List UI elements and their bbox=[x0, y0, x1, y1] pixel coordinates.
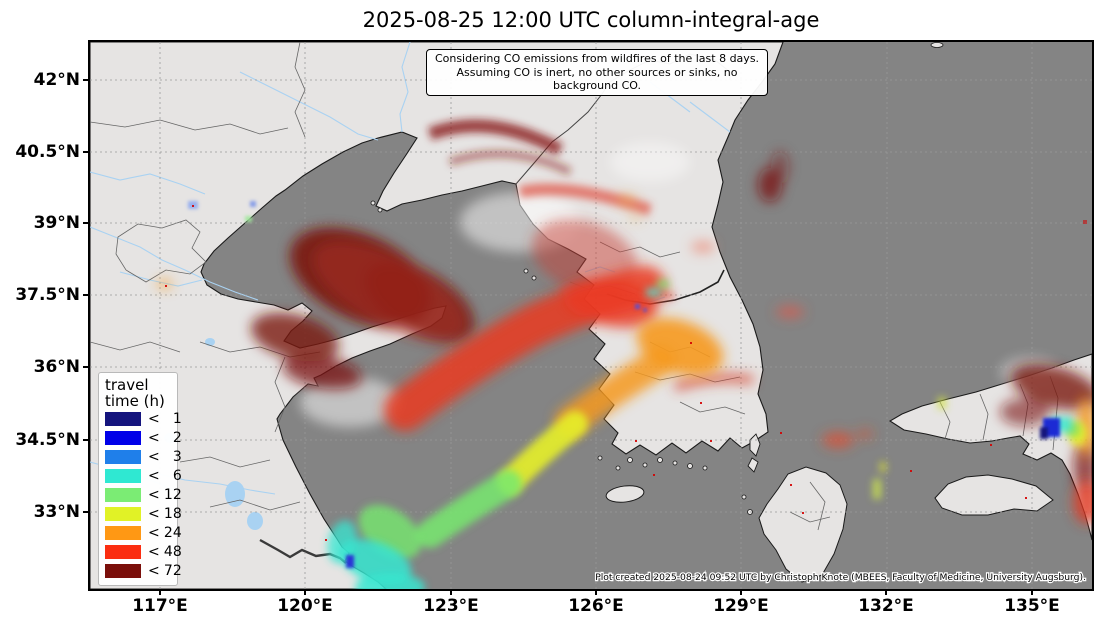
legend-value: 1 bbox=[172, 410, 182, 427]
y-tick-mark bbox=[83, 366, 89, 368]
map-plot: Plot created 2025-08-24 09:52 UTC by Chr… bbox=[88, 40, 1094, 591]
legend-value: 12 bbox=[163, 486, 182, 503]
legend-lt-symbol: < bbox=[148, 448, 160, 465]
legend-swatch bbox=[105, 544, 141, 559]
y-tick-label: 33°N bbox=[33, 502, 80, 522]
legend-label: <3 bbox=[148, 449, 182, 465]
smoke-blue-sources bbox=[188, 201, 1060, 568]
y-tick-mark bbox=[83, 222, 89, 224]
legend-label: <24 bbox=[148, 525, 182, 541]
legend-entry: <12 bbox=[105, 485, 182, 504]
legend-entry: <72 bbox=[105, 561, 182, 580]
legend-lt-symbol: < bbox=[148, 467, 160, 484]
small-islands bbox=[370, 42, 944, 515]
legend-swatch bbox=[105, 468, 141, 483]
legend-value: 2 bbox=[172, 429, 182, 446]
y-tick-mark bbox=[83, 511, 89, 513]
x-tick-label: 126°E bbox=[568, 596, 624, 616]
legend-label: <48 bbox=[148, 544, 182, 560]
legend-lt-symbol: < bbox=[148, 505, 160, 522]
legend-swatch bbox=[105, 563, 141, 578]
y-tick-mark bbox=[83, 79, 89, 81]
legend: travel time (h) <1 <2 <3 <6 <12 <18 <24 <48 <72 bbox=[98, 372, 182, 586]
x-tick-label: 120°E bbox=[277, 596, 333, 616]
legend-value: 48 bbox=[163, 543, 182, 560]
legend-lt-symbol: < bbox=[148, 562, 160, 579]
legend-value: 18 bbox=[163, 505, 182, 522]
legend-value: 3 bbox=[172, 448, 182, 465]
annotation-line1: Considering CO emissions from wildfires … bbox=[434, 52, 760, 65]
legend-lt-symbol: < bbox=[148, 410, 160, 427]
fire-dots bbox=[165, 205, 1087, 541]
x-tick-mark bbox=[450, 589, 452, 595]
y-tick-label: 42°N bbox=[33, 70, 80, 90]
legend-swatch bbox=[105, 525, 141, 540]
legend-entry: <2 bbox=[105, 428, 182, 447]
legend-entry: <24 bbox=[105, 523, 182, 542]
x-tick-label: 132°E bbox=[858, 596, 914, 616]
credit-text: Plot created 2025-08-24 09:52 UTC by Chr… bbox=[595, 572, 1086, 583]
legend-title-line1: travel bbox=[105, 376, 149, 394]
y-tick-mark bbox=[83, 151, 89, 153]
smoke-red-48h bbox=[384, 241, 1092, 524]
x-tick-mark bbox=[1031, 589, 1033, 595]
legend-swatch bbox=[105, 411, 141, 426]
legend-entry: <6 bbox=[105, 466, 182, 485]
x-tick-mark bbox=[740, 589, 742, 595]
plot-title: 2025-08-25 12:00 UTC column-integral-age bbox=[362, 8, 820, 32]
x-tick-label: 135°E bbox=[1004, 596, 1060, 616]
x-tick-label: 129°E bbox=[713, 596, 769, 616]
legend-value: 6 bbox=[172, 467, 182, 484]
legend-label: <1 bbox=[148, 411, 182, 427]
legend-lt-symbol: < bbox=[148, 486, 160, 503]
annotation-line2: Assuming CO is inert, no other sources o… bbox=[456, 65, 738, 93]
smoke-maroon-arcs bbox=[427, 119, 572, 176]
x-tick-mark bbox=[159, 589, 161, 595]
x-tick-mark bbox=[885, 589, 887, 595]
legend-label: <72 bbox=[148, 563, 182, 579]
legend-label: <18 bbox=[148, 506, 182, 522]
x-tick-mark bbox=[595, 589, 597, 595]
legend-label: <12 bbox=[148, 487, 182, 503]
land-shikoku bbox=[934, 474, 1054, 516]
annotation-box: Considering CO emissions from wildfires … bbox=[426, 49, 768, 96]
legend-entry: <18 bbox=[105, 504, 182, 523]
x-tick-mark bbox=[304, 589, 306, 595]
y-tick-label: 34.5°N bbox=[15, 430, 80, 450]
legend-swatch bbox=[105, 506, 141, 521]
y-tick-label: 36°N bbox=[33, 357, 80, 377]
legend-entry: <3 bbox=[105, 447, 182, 466]
smoke-cyan-6h bbox=[327, 288, 1072, 589]
rivers bbox=[90, 42, 731, 495]
legend-value: 72 bbox=[163, 562, 182, 579]
legend-entry: <1 bbox=[105, 409, 182, 428]
legend-entry: <48 bbox=[105, 542, 182, 561]
land-jeju bbox=[605, 485, 645, 503]
legend-lt-symbol: < bbox=[148, 429, 160, 446]
land-tsushima bbox=[747, 433, 761, 473]
legend-swatch bbox=[105, 430, 141, 445]
legend-label: <2 bbox=[148, 430, 182, 446]
y-tick-label: 37.5°N bbox=[15, 285, 80, 305]
legend-value: 24 bbox=[163, 524, 182, 541]
legend-lt-symbol: < bbox=[148, 543, 160, 560]
x-tick-label: 123°E bbox=[423, 596, 479, 616]
y-tick-label: 40.5°N bbox=[15, 142, 80, 162]
legend-label: <6 bbox=[148, 468, 182, 484]
x-tick-label: 117°E bbox=[132, 596, 188, 616]
legend-lt-symbol: < bbox=[148, 524, 160, 541]
y-tick-mark bbox=[83, 294, 89, 296]
map-canvas: Plot created 2025-08-24 09:52 UTC by Chr… bbox=[90, 42, 1092, 589]
land-kyushu bbox=[758, 466, 848, 583]
y-tick-mark bbox=[83, 439, 89, 441]
legend-swatch bbox=[105, 487, 141, 502]
y-tick-label: 39°N bbox=[33, 213, 80, 233]
legend-title-line2: time (h) bbox=[105, 392, 165, 410]
legend-swatch bbox=[105, 449, 141, 464]
legend-entries: <1 <2 <3 <6 <12 <18 <24 <48 <72 bbox=[105, 409, 182, 580]
